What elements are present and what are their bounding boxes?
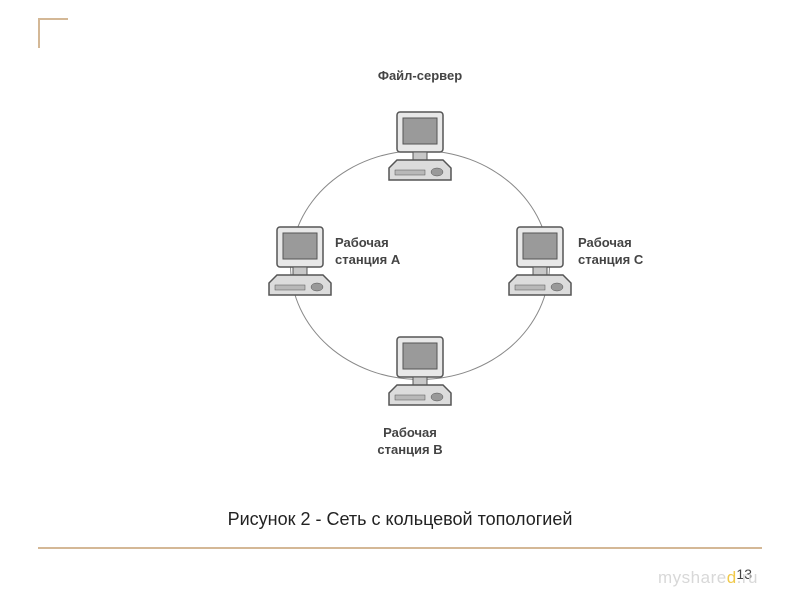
node-workstation-b	[375, 335, 465, 411]
label-workstation-c: Рабочаястанция С	[578, 235, 643, 269]
label-workstation-a: Рабочаястанция А	[335, 235, 400, 269]
network-diagram: Файл-сервер Рабочаястанция А Рабочаястан…	[180, 60, 660, 460]
node-workstation-c	[495, 225, 585, 301]
label-workstation-b: Рабочаястанция В	[330, 425, 490, 459]
watermark: myshared.ru	[658, 568, 758, 588]
computer-icon	[265, 225, 335, 301]
figure-caption: Рисунок 2 - Сеть с кольцевой топологией	[0, 509, 800, 530]
label-file-server: Файл-сервер	[330, 68, 510, 85]
node-workstation-a	[255, 225, 345, 301]
computer-icon	[505, 225, 575, 301]
slide-frame-bottom	[38, 547, 762, 548]
computer-icon	[385, 110, 455, 186]
slide-frame-corner	[38, 18, 68, 48]
computer-icon	[385, 335, 455, 411]
node-file-server	[375, 110, 465, 186]
